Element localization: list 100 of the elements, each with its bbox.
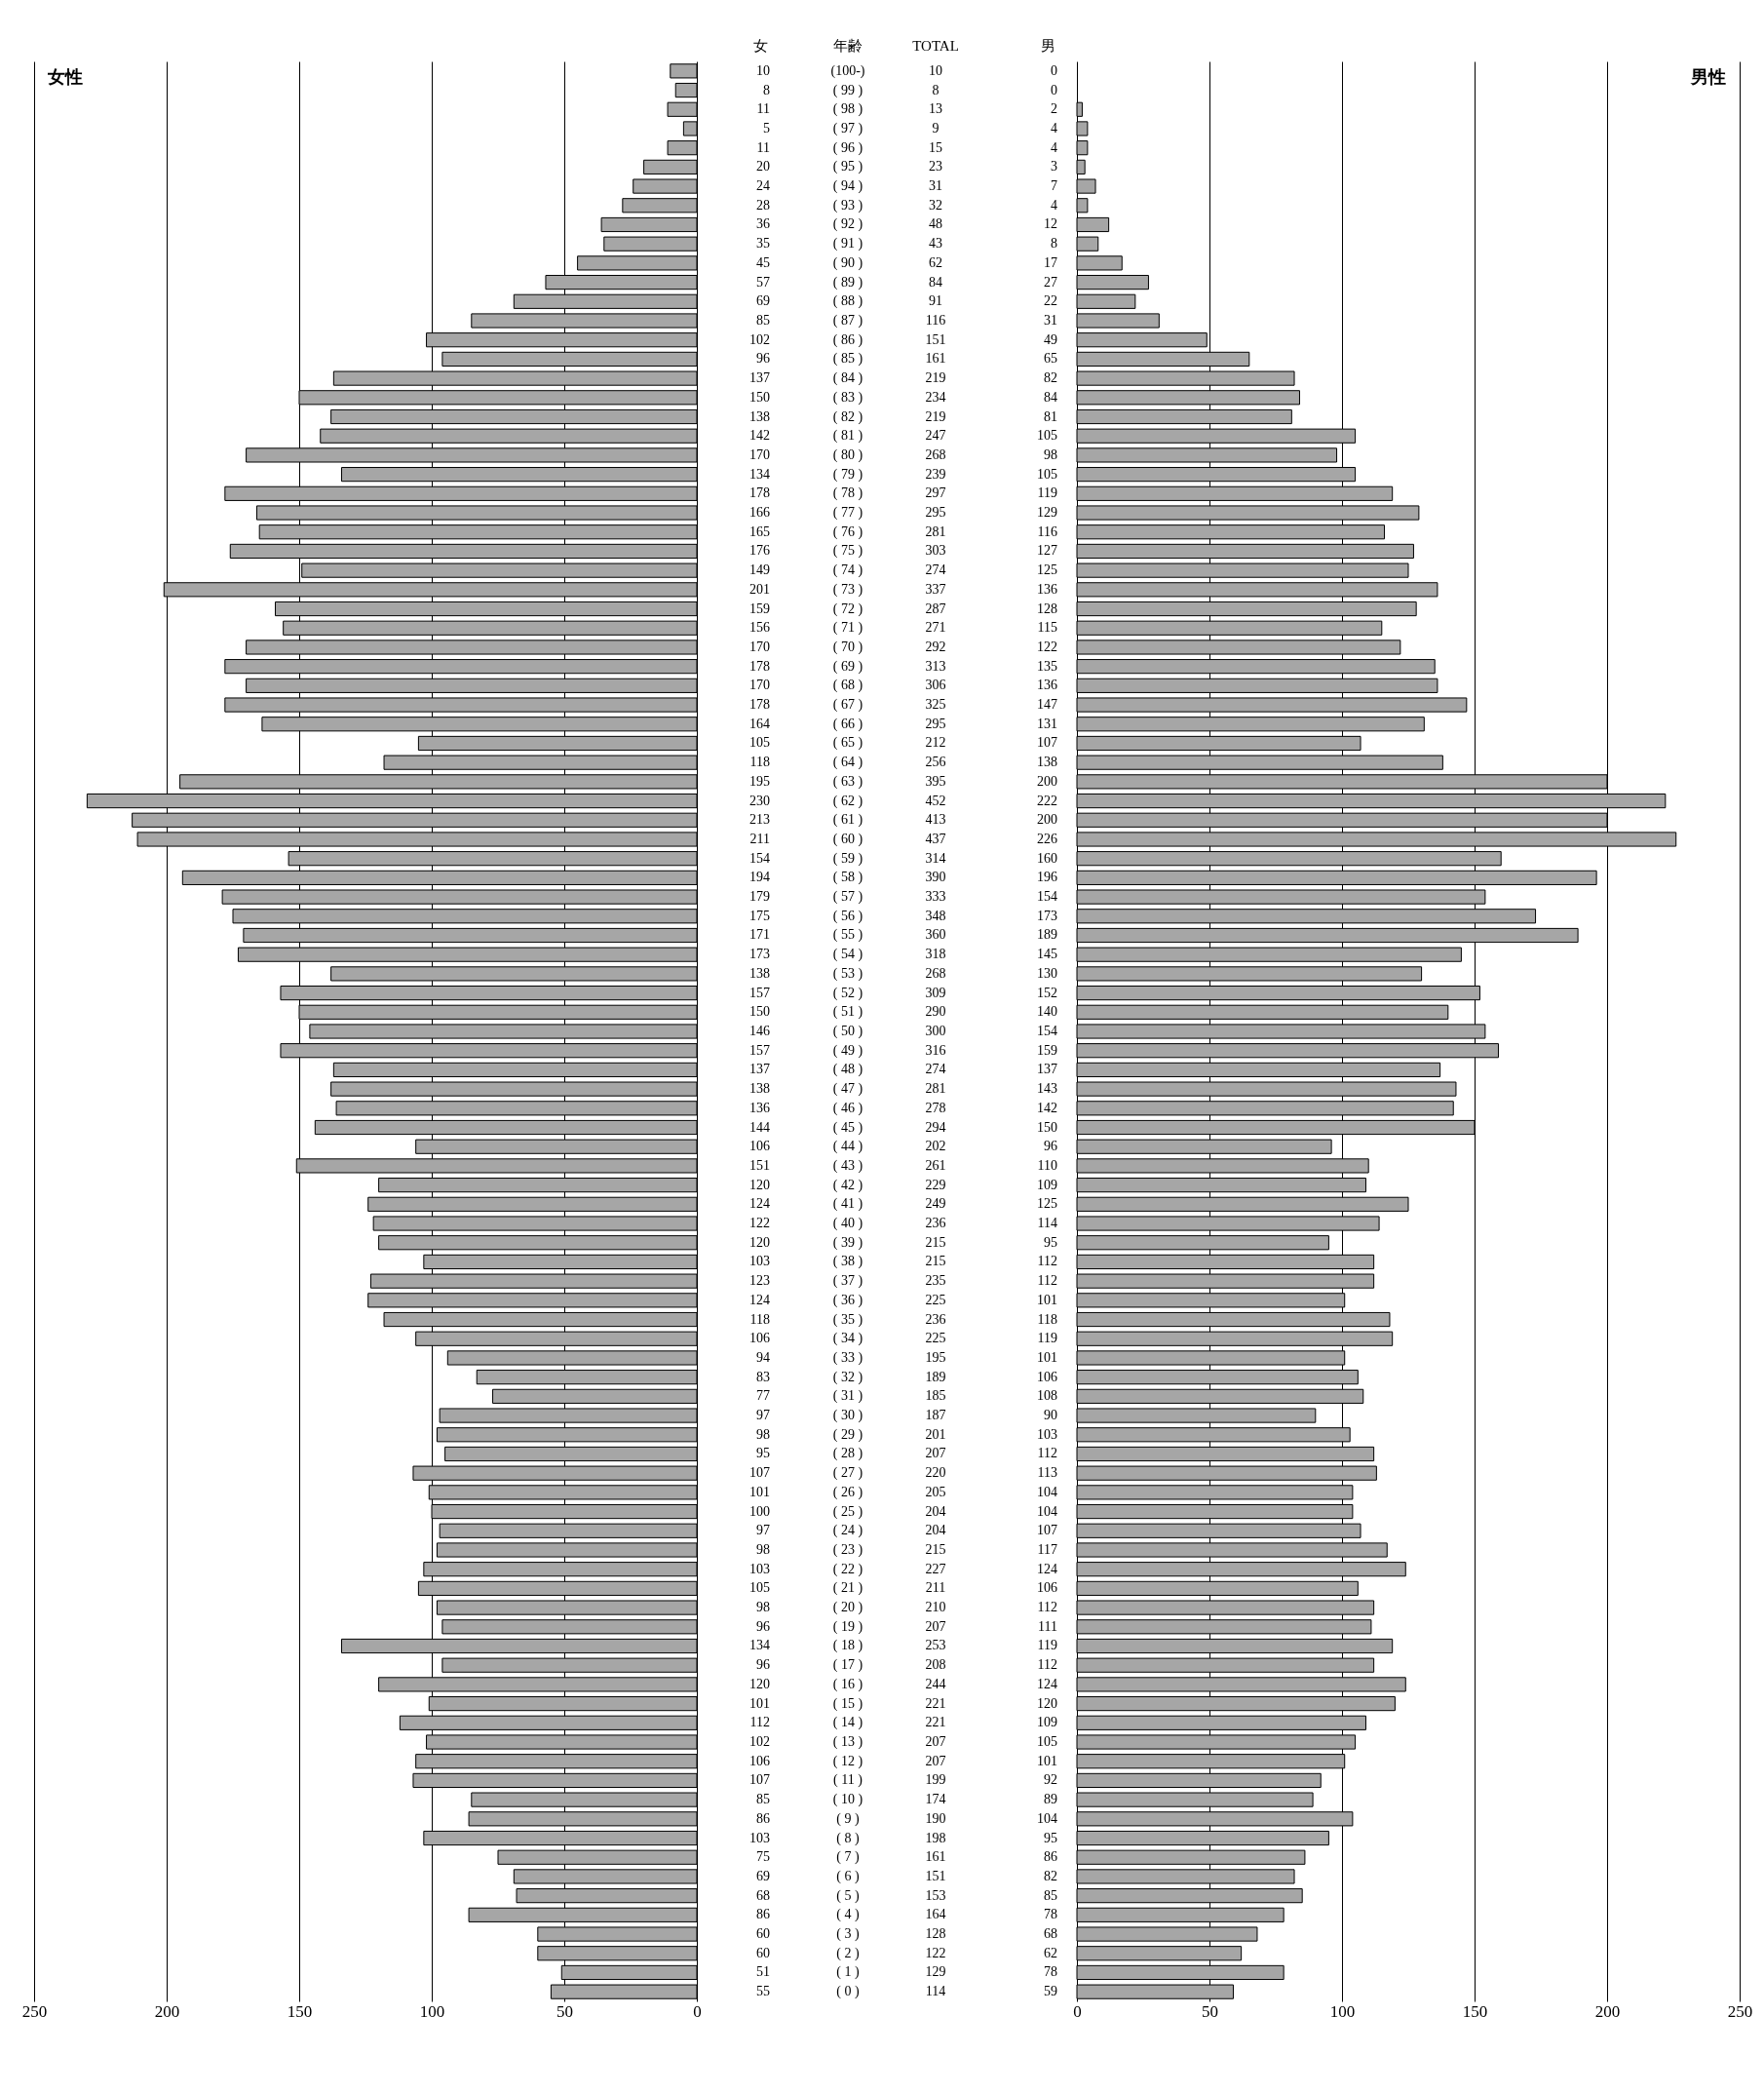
text: 10	[929, 62, 942, 78]
y-tick-label: ( 18 )	[832, 1638, 863, 1654]
text: 32	[929, 197, 942, 213]
data-label: 130	[1037, 965, 1057, 981]
text: 325	[925, 697, 946, 713]
data-label: 105	[749, 735, 770, 751]
text: 114	[925, 1984, 946, 1999]
data-label: 122	[1037, 639, 1057, 654]
y-tick-label: ( 44 )	[832, 1139, 863, 1155]
data-label: 10	[756, 62, 770, 78]
text: 189	[925, 1369, 946, 1384]
y-tick-label: ( 79 )	[832, 466, 863, 483]
data-label: 150	[749, 1004, 770, 1020]
data-label: 86	[756, 1810, 770, 1826]
data-label: 154	[1037, 1024, 1057, 1038]
data-label: 82	[1044, 370, 1057, 386]
data-label: 113	[1037, 1465, 1057, 1481]
text: 220	[925, 1465, 946, 1481]
data-label: 20	[756, 159, 770, 174]
data-label: 124	[1037, 1561, 1057, 1576]
text: 187	[925, 1408, 946, 1423]
text: 225	[925, 1292, 946, 1307]
data-label: 196	[1037, 870, 1057, 885]
data-label: 95	[1044, 1830, 1057, 1845]
data-label: 156	[749, 620, 770, 636]
data-label: 152	[1037, 985, 1057, 1000]
text: 294	[925, 1119, 946, 1135]
y-tick-label: ( 64 )	[832, 755, 863, 771]
y-tick-label: ( 0 )	[836, 1984, 860, 2000]
text: 15	[929, 139, 942, 155]
y-tick-label: ( 95 )	[832, 159, 863, 175]
data-label: 124	[1037, 1676, 1057, 1691]
y-tick-label: ( 7 )	[836, 1849, 860, 1866]
data-label: 62	[1044, 1945, 1057, 1960]
y-tick-label: ( 2 )	[836, 1945, 860, 1961]
data-label: 107	[1037, 735, 1057, 751]
data-label: 105	[1037, 428, 1057, 444]
x-tick-label: 200	[154, 2001, 180, 2021]
data-label: 98	[756, 1600, 770, 1615]
text: 62	[929, 254, 942, 270]
y-tick-label: ( 99 )	[832, 82, 863, 98]
data-label: 28	[756, 197, 770, 213]
text: 207	[925, 1618, 946, 1634]
y-tick-label: ( 81 )	[832, 428, 863, 445]
text: 271	[925, 620, 946, 636]
y-tick-label: ( 25 )	[832, 1503, 863, 1520]
data-label: 119	[1037, 1331, 1057, 1346]
text: 129	[925, 1964, 946, 1980]
data-label: 17	[1044, 254, 1057, 270]
text: 年齢	[833, 38, 863, 54]
data-label: 49	[1044, 331, 1057, 347]
text: 202	[925, 1139, 946, 1154]
data-label: 60	[756, 1945, 770, 1960]
data-label: 211	[749, 831, 770, 846]
text: 281	[925, 1081, 946, 1097]
y-tick-label: ( 37 )	[832, 1273, 863, 1290]
y-tick-label: ( 38 )	[832, 1254, 863, 1270]
data-label: 59	[1044, 1984, 1057, 1999]
data-label: 83	[756, 1369, 770, 1384]
data-label: 78	[1044, 1907, 1057, 1922]
data-label: 137	[749, 1062, 770, 1077]
y-tick-label: ( 61 )	[832, 812, 863, 829]
data-label: 11	[756, 139, 770, 155]
data-label: 106	[1037, 1580, 1057, 1596]
data-label: 151	[749, 1157, 770, 1173]
data-label: 189	[1037, 927, 1057, 943]
data-label: 97	[756, 1523, 770, 1538]
y-tick-label: ( 19 )	[832, 1618, 863, 1635]
text: 43	[929, 236, 942, 252]
text: 261	[925, 1157, 946, 1173]
y-tick-label: ( 92 )	[832, 216, 863, 233]
data-label: 90	[1044, 1408, 1057, 1423]
y-tick-label: ( 33 )	[832, 1349, 863, 1366]
data-label: 120	[749, 1676, 770, 1691]
y-tick-label: ( 55 )	[832, 927, 863, 944]
y-tick-label: ( 43 )	[832, 1157, 863, 1174]
data-label: 142	[1037, 1100, 1057, 1115]
data-label: 154	[1037, 889, 1057, 905]
data-label: 173	[749, 947, 770, 962]
text: 13	[929, 101, 942, 117]
data-label: 35	[756, 236, 770, 252]
y-tick-label: ( 15 )	[832, 1695, 863, 1712]
text: 437	[925, 831, 946, 846]
data-label: 96	[756, 351, 770, 367]
text: 199	[925, 1772, 946, 1788]
data-label: 100	[749, 1503, 770, 1519]
text: 313	[925, 658, 946, 674]
text: 221	[925, 1695, 946, 1711]
y-tick-label: ( 77 )	[832, 505, 863, 522]
y-tick-label: ( 51 )	[832, 1004, 863, 1021]
data-label: 5	[763, 120, 770, 136]
x-tick-label: 250	[1727, 2001, 1753, 2021]
text: 153	[925, 1887, 946, 1903]
y-tick-label: ( 47 )	[832, 1081, 863, 1098]
data-label: 4	[1051, 139, 1057, 155]
data-label: 123	[749, 1273, 770, 1289]
text: 395	[925, 773, 946, 789]
text: 295	[925, 716, 946, 731]
data-label: 86	[756, 1907, 770, 1922]
y-tick-label: ( 12 )	[832, 1753, 863, 1769]
